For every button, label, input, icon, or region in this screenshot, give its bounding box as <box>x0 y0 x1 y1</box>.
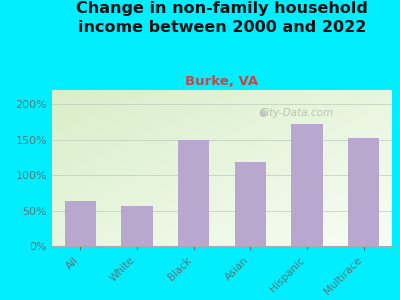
Text: Burke, VA: Burke, VA <box>186 75 258 88</box>
Bar <box>235 162 266 246</box>
Bar <box>122 206 152 246</box>
Bar <box>65 201 96 246</box>
Bar <box>178 140 209 246</box>
Text: ●: ● <box>258 108 267 118</box>
Text: Change in non-family household
income between 2000 and 2022: Change in non-family household income be… <box>76 2 368 35</box>
Bar <box>348 138 379 246</box>
Text: City-Data.com: City-Data.com <box>260 108 334 118</box>
Bar <box>292 124 322 246</box>
